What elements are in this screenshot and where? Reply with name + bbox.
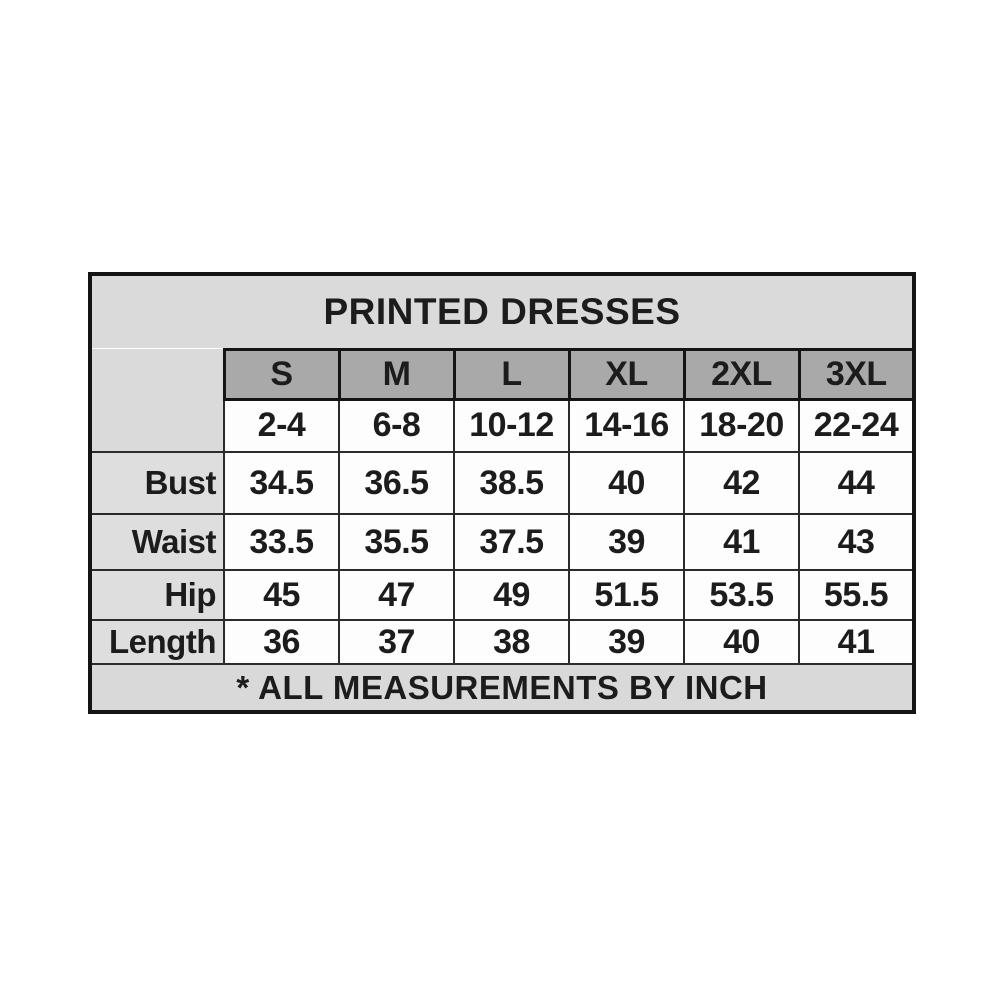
length-value-3xl: 41 [798, 619, 915, 665]
waist-value-xl: 39 [568, 513, 685, 571]
size-range-l: 10-12 [453, 398, 570, 453]
hip-value-2xl: 53.5 [683, 569, 800, 621]
size-chart-table: PRINTED DRESSES S M L XL 2XL 3XL 2-4 6-8… [88, 272, 916, 714]
table-row-length: Length 36 37 38 39 40 41 [89, 619, 915, 665]
bust-value-xl: 40 [568, 451, 685, 515]
size-range-s: 2-4 [223, 398, 340, 453]
measurement-label-bust: Bust [89, 451, 225, 515]
length-value-l: 38 [453, 619, 570, 665]
measurement-label-hip: Hip [89, 569, 225, 621]
chart-title: PRINTED DRESSES [90, 274, 914, 349]
bust-value-m: 36.5 [338, 451, 455, 515]
size-range-xl: 14-16 [568, 398, 685, 453]
table-row-hip: Hip 45 47 49 51.5 53.5 55.5 [89, 569, 915, 621]
size-range-row: 2-4 6-8 10-12 14-16 18-20 22-24 [90, 398, 915, 453]
waist-value-l: 37.5 [453, 513, 570, 571]
hip-value-m: 47 [338, 569, 455, 621]
waist-value-2xl: 41 [683, 513, 800, 571]
size-range-2xl: 18-20 [683, 398, 800, 453]
footnote-measurements-unit: * ALL MEASUREMENTS BY INCH [89, 663, 915, 713]
waist-value-s: 33.5 [223, 513, 340, 571]
size-header-3xl: 3XL [797, 347, 916, 401]
size-range-m: 6-8 [338, 398, 455, 453]
size-header-2xl: 2XL [682, 347, 801, 401]
size-header-xl: XL [567, 347, 686, 401]
waist-value-3xl: 43 [798, 513, 915, 571]
measurement-label-length: Length [89, 619, 225, 665]
measurement-label-waist: Waist [89, 513, 225, 571]
length-value-xl: 39 [568, 619, 685, 665]
size-header-s: S [222, 347, 341, 401]
bust-value-3xl: 44 [798, 451, 915, 515]
bust-value-s: 34.5 [223, 451, 340, 515]
table-row-waist: Waist 33.5 35.5 37.5 39 41 43 [89, 513, 915, 571]
hip-value-3xl: 55.5 [798, 569, 915, 621]
size-header-l: L [452, 347, 571, 401]
table-row-bust: Bust 34.5 36.5 38.5 40 42 44 [89, 451, 915, 515]
size-header-m: M [337, 347, 456, 401]
length-value-m: 37 [338, 619, 455, 665]
bust-value-2xl: 42 [683, 451, 800, 515]
length-value-2xl: 40 [683, 619, 800, 665]
hip-value-l: 49 [453, 569, 570, 621]
bust-value-l: 38.5 [453, 451, 570, 515]
corner-spacer-cell [90, 349, 224, 452]
waist-value-m: 35.5 [338, 513, 455, 571]
length-value-s: 36 [223, 619, 340, 665]
hip-value-s: 45 [223, 569, 340, 621]
hip-value-xl: 51.5 [568, 569, 685, 621]
size-range-3xl: 22-24 [798, 398, 915, 453]
